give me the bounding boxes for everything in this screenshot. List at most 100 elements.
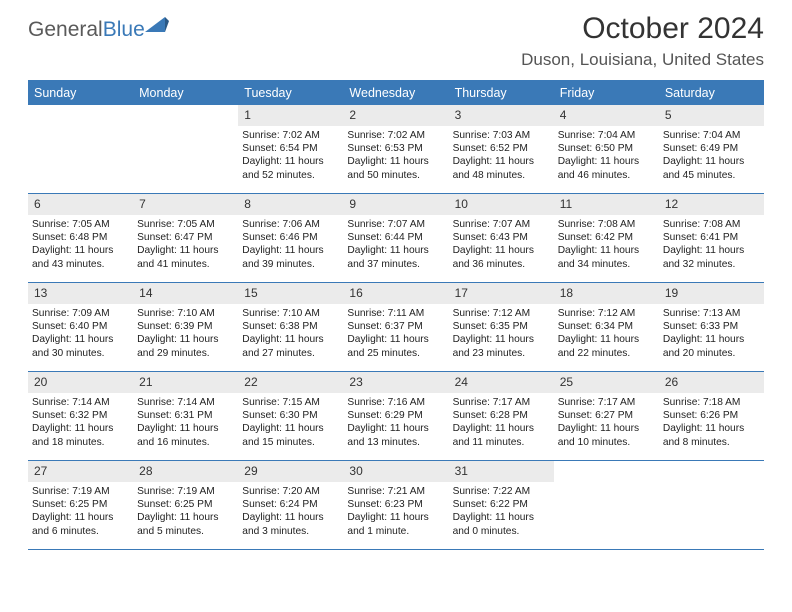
day-body: Sunrise: 7:12 AMSunset: 6:34 PMDaylight:… xyxy=(554,304,659,363)
logo-word-2: Blue xyxy=(103,18,145,41)
day-body: Sunrise: 7:10 AMSunset: 6:38 PMDaylight:… xyxy=(238,304,343,363)
day-number: 3 xyxy=(449,105,554,126)
sunrise-line: Sunrise: 7:05 AM xyxy=(137,218,234,231)
sunrise-line: Sunrise: 7:15 AM xyxy=(242,396,339,409)
day-cell: 7Sunrise: 7:05 AMSunset: 6:47 PMDaylight… xyxy=(133,194,238,282)
daylight-line: Daylight: 11 hours and 3 minutes. xyxy=(242,511,339,537)
sunset-line: Sunset: 6:30 PM xyxy=(242,409,339,422)
sunset-line: Sunset: 6:46 PM xyxy=(242,231,339,244)
daylight-line: Daylight: 11 hours and 10 minutes. xyxy=(558,422,655,448)
day-body: Sunrise: 7:05 AMSunset: 6:47 PMDaylight:… xyxy=(133,215,238,274)
daylight-line: Daylight: 11 hours and 37 minutes. xyxy=(347,244,444,270)
day-number: 2 xyxy=(343,105,448,126)
day-cell xyxy=(659,461,764,549)
sunrise-line: Sunrise: 7:20 AM xyxy=(242,485,339,498)
day-cell: 31Sunrise: 7:22 AMSunset: 6:22 PMDayligh… xyxy=(449,461,554,549)
day-body: Sunrise: 7:03 AMSunset: 6:52 PMDaylight:… xyxy=(449,126,554,185)
day-cell: 25Sunrise: 7:17 AMSunset: 6:27 PMDayligh… xyxy=(554,372,659,460)
daylight-line: Daylight: 11 hours and 39 minutes. xyxy=(242,244,339,270)
sunset-line: Sunset: 6:49 PM xyxy=(663,142,760,155)
sunrise-line: Sunrise: 7:13 AM xyxy=(663,307,760,320)
sunset-line: Sunset: 6:48 PM xyxy=(32,231,129,244)
day-body: Sunrise: 7:21 AMSunset: 6:23 PMDaylight:… xyxy=(343,482,448,541)
day-body: Sunrise: 7:15 AMSunset: 6:30 PMDaylight:… xyxy=(238,393,343,452)
day-number: 5 xyxy=(659,105,764,126)
daylight-line: Daylight: 11 hours and 6 minutes. xyxy=(32,511,129,537)
empty-day xyxy=(659,461,764,482)
day-cell: 8 Sunrise: 7:06 AMSunset: 6:46 PMDaylight… xyxy=(238,194,343,282)
daylight-line: Daylight: 11 hours and 27 minutes. xyxy=(242,333,339,359)
sunset-line: Sunset: 6:25 PM xyxy=(32,498,129,511)
empty-day xyxy=(554,461,659,482)
sunrise-line: Sunrise: 7:04 AM xyxy=(558,129,655,142)
day-cell: 22Sunrise: 7:15 AMSunset: 6:30 PMDayligh… xyxy=(238,372,343,460)
weekday-header: Sunday xyxy=(28,81,133,105)
weekday-header: Saturday xyxy=(659,81,764,105)
daylight-line: Daylight: 11 hours and 0 minutes. xyxy=(453,511,550,537)
day-body: Sunrise: 7:08 AMSunset: 6:41 PMDaylight:… xyxy=(659,215,764,274)
sunset-line: Sunset: 6:24 PM xyxy=(242,498,339,511)
day-number: 29 xyxy=(238,461,343,482)
day-cell xyxy=(28,105,133,193)
daylight-line: Daylight: 11 hours and 15 minutes. xyxy=(242,422,339,448)
weekday-header: Monday xyxy=(133,81,238,105)
sunset-line: Sunset: 6:31 PM xyxy=(137,409,234,422)
sunset-line: Sunset: 6:28 PM xyxy=(453,409,550,422)
day-body: Sunrise: 7:20 AMSunset: 6:24 PMDaylight:… xyxy=(238,482,343,541)
sunset-line: Sunset: 6:43 PM xyxy=(453,231,550,244)
sunset-line: Sunset: 6:29 PM xyxy=(347,409,444,422)
daylight-line: Daylight: 11 hours and 45 minutes. xyxy=(663,155,760,181)
sunset-line: Sunset: 6:22 PM xyxy=(453,498,550,511)
day-number: 24 xyxy=(449,372,554,393)
day-cell: 11Sunrise: 7:08 AMSunset: 6:42 PMDayligh… xyxy=(554,194,659,282)
day-cell: 27Sunrise: 7:19 AMSunset: 6:25 PMDayligh… xyxy=(28,461,133,549)
day-body: Sunrise: 7:16 AMSunset: 6:29 PMDaylight:… xyxy=(343,393,448,452)
day-number: 17 xyxy=(449,283,554,304)
day-cell: 21Sunrise: 7:14 AMSunset: 6:31 PMDayligh… xyxy=(133,372,238,460)
day-number: 7 xyxy=(133,194,238,215)
daylight-line: Daylight: 11 hours and 20 minutes. xyxy=(663,333,760,359)
sunset-line: Sunset: 6:27 PM xyxy=(558,409,655,422)
day-body: Sunrise: 7:18 AMSunset: 6:26 PMDaylight:… xyxy=(659,393,764,452)
day-cell: 28Sunrise: 7:19 AMSunset: 6:25 PMDayligh… xyxy=(133,461,238,549)
logo: GeneralBlue xyxy=(28,18,169,42)
day-body: Sunrise: 7:04 AMSunset: 6:49 PMDaylight:… xyxy=(659,126,764,185)
sunrise-line: Sunrise: 7:18 AM xyxy=(663,396,760,409)
sunrise-line: Sunrise: 7:08 AM xyxy=(558,218,655,231)
sunset-line: Sunset: 6:42 PM xyxy=(558,231,655,244)
day-number: 13 xyxy=(28,283,133,304)
day-number: 8 xyxy=(238,194,343,215)
daylight-line: Daylight: 11 hours and 48 minutes. xyxy=(453,155,550,181)
triangle-icon xyxy=(145,16,169,39)
sunset-line: Sunset: 6:35 PM xyxy=(453,320,550,333)
day-cell: 18Sunrise: 7:12 AMSunset: 6:34 PMDayligh… xyxy=(554,283,659,371)
day-cell: 16Sunrise: 7:11 AMSunset: 6:37 PMDayligh… xyxy=(343,283,448,371)
day-number: 18 xyxy=(554,283,659,304)
day-number: 15 xyxy=(238,283,343,304)
day-body: Sunrise: 7:04 AMSunset: 6:50 PMDaylight:… xyxy=(554,126,659,185)
daylight-line: Daylight: 11 hours and 43 minutes. xyxy=(32,244,129,270)
week-row: 1Sunrise: 7:02 AMSunset: 6:54 PMDaylight… xyxy=(28,105,764,194)
sunset-line: Sunset: 6:33 PM xyxy=(663,320,760,333)
day-cell: 23Sunrise: 7:16 AMSunset: 6:29 PMDayligh… xyxy=(343,372,448,460)
week-row: 6Sunrise: 7:05 AMSunset: 6:48 PMDaylight… xyxy=(28,194,764,283)
weekday-header: Friday xyxy=(554,81,659,105)
sunrise-line: Sunrise: 7:02 AM xyxy=(347,129,444,142)
day-body: Sunrise: 7:08 AMSunset: 6:42 PMDaylight:… xyxy=(554,215,659,274)
day-body: Sunrise: 7:11 AMSunset: 6:37 PMDaylight:… xyxy=(343,304,448,363)
sunset-line: Sunset: 6:50 PM xyxy=(558,142,655,155)
sunrise-line: Sunrise: 7:16 AM xyxy=(347,396,444,409)
sunset-line: Sunset: 6:25 PM xyxy=(137,498,234,511)
day-cell: 6Sunrise: 7:05 AMSunset: 6:48 PMDaylight… xyxy=(28,194,133,282)
sunrise-line: Sunrise: 7:06 AM xyxy=(242,218,339,231)
weekday-header: Tuesday xyxy=(238,81,343,105)
daylight-line: Daylight: 11 hours and 34 minutes. xyxy=(558,244,655,270)
daylight-line: Daylight: 11 hours and 41 minutes. xyxy=(137,244,234,270)
sunrise-line: Sunrise: 7:07 AM xyxy=(347,218,444,231)
sunrise-line: Sunrise: 7:12 AM xyxy=(453,307,550,320)
sunset-line: Sunset: 6:47 PM xyxy=(137,231,234,244)
sunset-line: Sunset: 6:44 PM xyxy=(347,231,444,244)
sunrise-line: Sunrise: 7:05 AM xyxy=(32,218,129,231)
sunset-line: Sunset: 6:38 PM xyxy=(242,320,339,333)
daylight-line: Daylight: 11 hours and 29 minutes. xyxy=(137,333,234,359)
